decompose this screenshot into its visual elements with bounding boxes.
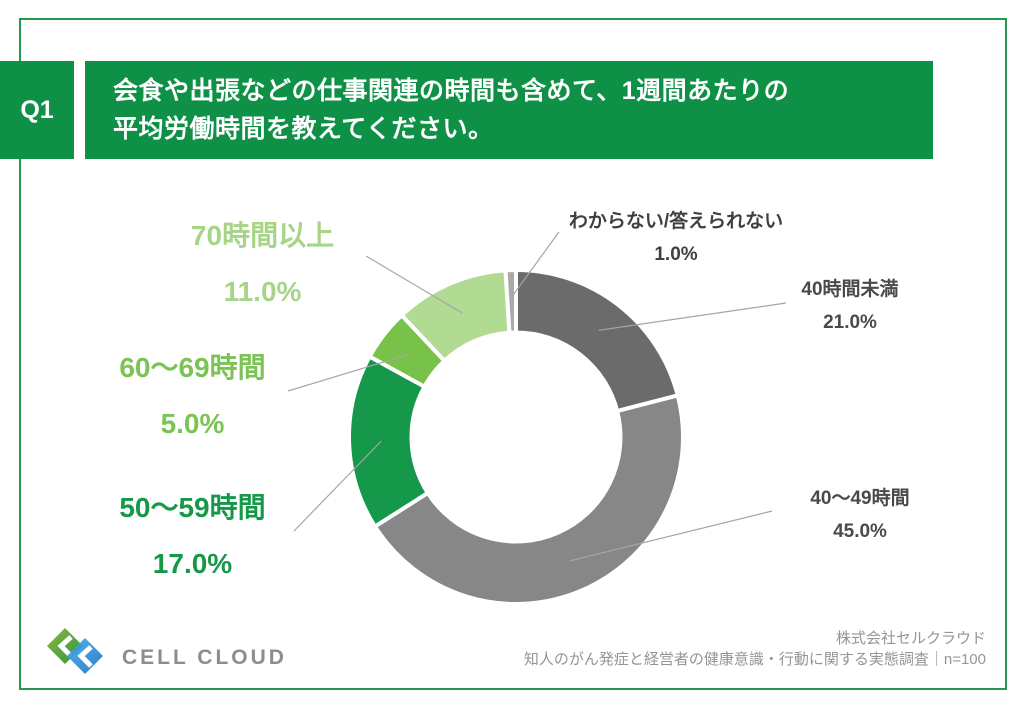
- segment-percentage: 21.0%: [823, 312, 877, 333]
- cell-cloud-logo-icon: [44, 625, 108, 684]
- segment-name: 50〜59時間: [119, 492, 266, 523]
- segment-name: 60〜69時間: [119, 352, 266, 383]
- segment-percentage: 1.0%: [654, 244, 698, 265]
- survey-title: 知人のがん発症と経営者の健康意識・行動に関する実態調査｜n=100: [523, 651, 986, 668]
- question-number-badge: Q1: [0, 61, 74, 159]
- question-number: Q1: [20, 95, 54, 124]
- segment-label-40-49h: 40〜49時間 45.0%: [795, 483, 925, 543]
- question-title-line2: 平均労働時間を教えてください。: [113, 115, 494, 143]
- segment-label-dont-know: わからない/答えられない 1.0%: [560, 206, 792, 266]
- segment-label-70h-plus: 70時間以上 11.0%: [160, 214, 365, 308]
- segment-label-50-59h: 50〜59時間 17.0%: [90, 486, 295, 580]
- segment-percentage: 11.0%: [223, 276, 302, 307]
- survey-credit: 株式会社セルクラウド 知人のがん発症と経営者の健康意識・行動に関する実態調査｜n…: [524, 628, 986, 670]
- segment-percentage: 17.0%: [152, 548, 233, 579]
- brand-name: CELL CLOUD: [122, 646, 287, 669]
- company-name: 株式会社セルクラウド: [835, 630, 986, 647]
- slide-border-frame: [19, 18, 1007, 690]
- segment-name: わからない/答えられない: [568, 211, 784, 232]
- segment-name: 40〜49時間: [810, 488, 910, 509]
- segment-label-under-40h: 40時間未満 21.0%: [785, 274, 915, 334]
- question-header-bar: 会食や出張などの仕事関連の時間も含めて、1週間あたりの 平均労働時間を教えてくだ…: [85, 61, 933, 159]
- segment-percentage: 45.0%: [833, 521, 887, 542]
- segment-name: 40時間未満: [801, 279, 899, 300]
- segment-percentage: 5.0%: [160, 408, 225, 439]
- logo-mark-icon: [47, 628, 103, 674]
- segment-label-60-69h: 60〜69時間 5.0%: [90, 346, 295, 440]
- segment-name: 70時間以上: [190, 220, 335, 251]
- question-title-line1: 会食や出張などの仕事関連の時間も含めて、1週間あたりの: [113, 77, 790, 105]
